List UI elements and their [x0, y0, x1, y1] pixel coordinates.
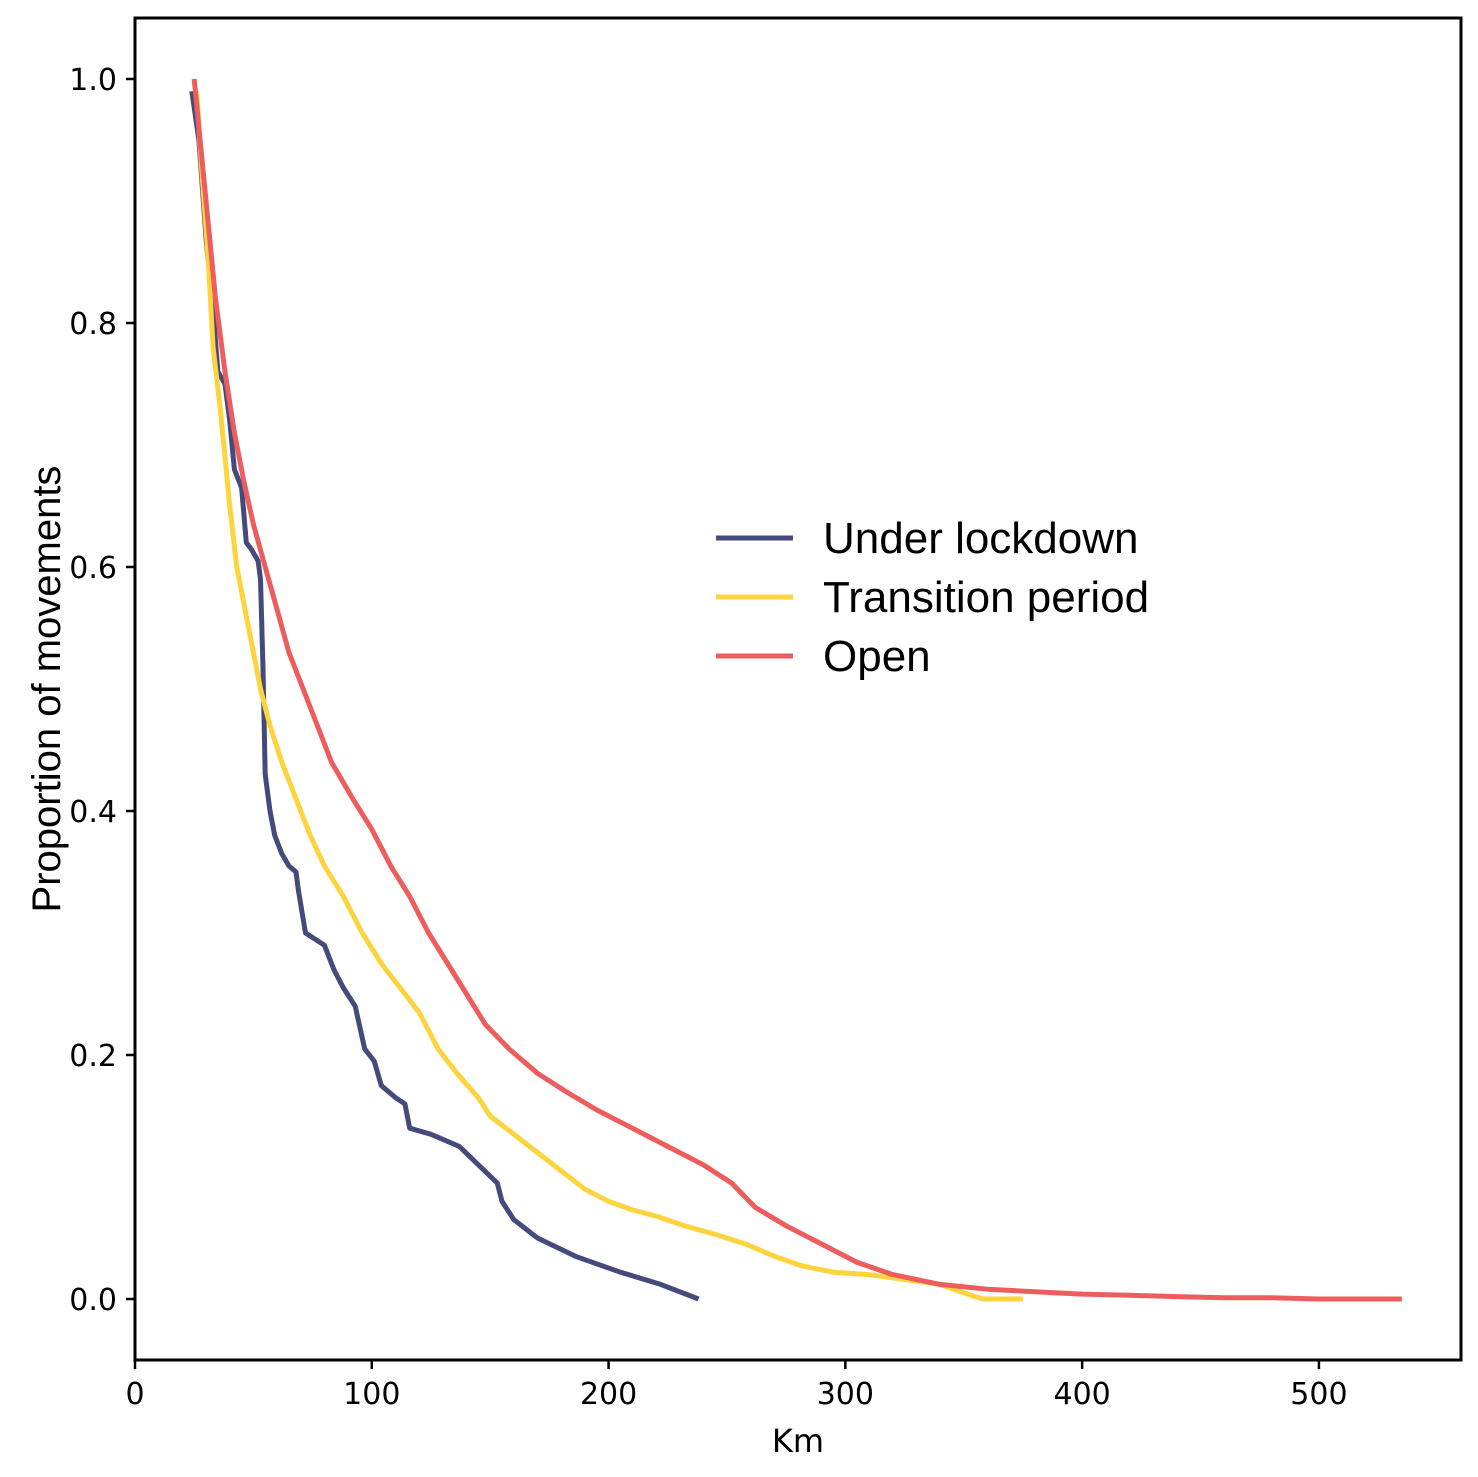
y-axis-ticks: 0.0 0.2 0.4 0.6 0.8 1.0	[69, 63, 135, 1318]
legend-label-2: Open	[823, 632, 931, 681]
y-tick-label: 0.2	[69, 1039, 117, 1074]
x-tick-label: 0	[125, 1377, 144, 1412]
y-tick-label: 0.4	[69, 795, 117, 830]
series-line-0	[189, 90, 700, 1302]
x-axis-label: Km	[772, 1422, 824, 1460]
legend-label-0: Under lockdown	[823, 514, 1139, 563]
legend: Under lockdown Transition period Open	[716, 514, 1149, 681]
x-tick-label: 400	[1054, 1377, 1111, 1412]
x-tick-label: 300	[817, 1377, 874, 1412]
y-tick-label: 1.0	[69, 63, 117, 98]
x-tick-label: 200	[580, 1377, 637, 1412]
x-tick-label: 500	[1290, 1377, 1347, 1412]
series-line-2	[191, 78, 1402, 1302]
y-tick-label: 0.8	[69, 307, 117, 342]
series-layer	[189, 78, 1402, 1302]
series-line-1	[194, 91, 1023, 1302]
y-tick-label: 0.6	[69, 551, 117, 586]
legend-label-1: Transition period	[823, 573, 1149, 622]
y-tick-label: 0.0	[69, 1283, 117, 1318]
y-axis-label: Proportion of movements	[25, 466, 69, 913]
plot-frame	[133, 16, 1463, 1362]
x-tick-label: 100	[343, 1377, 400, 1412]
x-axis-ticks: 0 100 200 300 400 500	[125, 1360, 1348, 1412]
